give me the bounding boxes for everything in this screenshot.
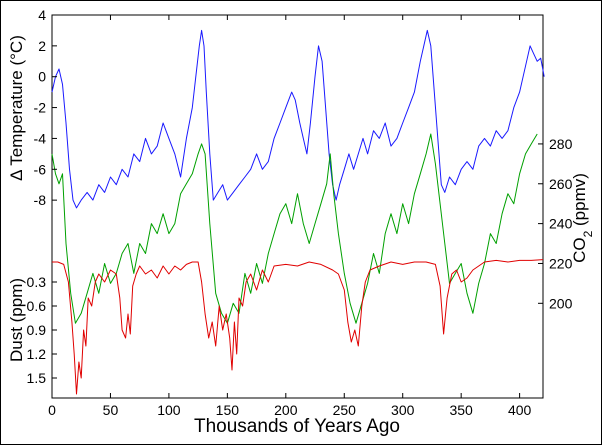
temperature-ytick-label: -2 [34, 100, 47, 116]
axis-layer: 4 2 0 -2 -4 -6 -8 280 260 240 220 200 1.5 1.2 0.9 0.6 0.… [27, 7, 573, 418]
x-tick-label: 300 [391, 402, 415, 418]
co2-ytick-label: 240 [549, 216, 573, 232]
co2-ytick-label: 280 [549, 136, 573, 152]
x-tick-label: 100 [157, 402, 181, 418]
temperature-ytick-label: 4 [38, 7, 46, 23]
x-tick-label: 0 [48, 402, 56, 418]
dust-ytick-label: 1.5 [27, 370, 47, 386]
co2-ytick-label: 200 [549, 295, 573, 311]
x-tick-label: 250 [333, 402, 357, 418]
co2-ytick-label: 260 [549, 176, 573, 192]
series-layer [51, 29, 545, 395]
temperature-ytick-label: 2 [38, 38, 46, 54]
temperature-ytick-label: -6 [34, 161, 47, 177]
temperature-ytick-label: -8 [34, 192, 47, 208]
x-axis-title: Thousands of Years Ago [194, 416, 400, 437]
temperature-ytick-label: -4 [34, 130, 47, 146]
dust-series-line [52, 259, 544, 395]
x-tick-label: 350 [449, 402, 473, 418]
temperature-series-line [51, 29, 545, 209]
co2-ytick-label: 220 [549, 255, 573, 271]
co2-series-line [51, 133, 538, 324]
co2-axis-title: CO2 (ppmv) [570, 173, 595, 263]
dust-ytick-label: 0.6 [27, 298, 47, 314]
dust-ytick-label: 0.9 [27, 322, 47, 338]
dust-ytick-label: 0.3 [27, 274, 47, 290]
x-tick-label: 50 [103, 402, 119, 418]
x-tick-label: 200 [274, 402, 298, 418]
temperature-ytick-label: 0 [38, 69, 46, 85]
plot-area [51, 14, 544, 399]
x-tick-label: 150 [216, 402, 240, 418]
dust-ytick-label: 1.2 [27, 346, 47, 362]
x-tick-label: 400 [508, 402, 532, 418]
temperature-axis-title: Δ Temperature (°C) [7, 35, 26, 181]
dust-axis-title: Dust (ppm) [7, 278, 26, 362]
